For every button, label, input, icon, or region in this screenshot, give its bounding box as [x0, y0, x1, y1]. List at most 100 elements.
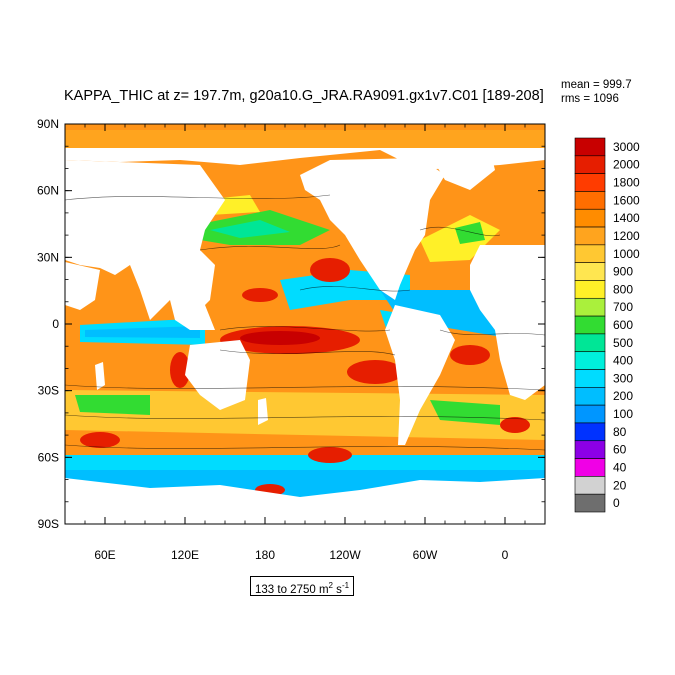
land-antarctica: [65, 478, 545, 524]
colorbar-label: 800: [613, 282, 633, 296]
colorbar-label: 600: [613, 318, 633, 332]
colorbar-label: 40: [613, 460, 627, 474]
colorbar-swatch: [574, 262, 606, 281]
colorbar-swatch: [574, 297, 606, 317]
contour-line: [439, 329, 545, 336]
colorbar-swatch: [574, 493, 606, 513]
colorbar-label: 1800: [613, 176, 640, 190]
so-atl-red: [500, 417, 530, 433]
range-label: 133 to 2750 m2 s-1: [250, 576, 355, 596]
colorbar-label: 0: [613, 496, 620, 510]
so-yellow-belt: [65, 390, 545, 440]
colorbar-swatch: [574, 387, 606, 406]
field-map: [65, 124, 545, 524]
x-tick-label: 120E: [171, 548, 199, 562]
so-atl-green: [430, 400, 500, 425]
land-seasia: [170, 300, 215, 330]
contour-line: [65, 444, 545, 451]
contour-line: [65, 414, 545, 421]
colorbar-label: 300: [613, 371, 633, 385]
y-tick-label: 30S: [38, 384, 59, 398]
contour-line: [219, 326, 391, 332]
y-tick-label: 30N: [37, 250, 59, 264]
colorbar-swatch: [574, 137, 606, 157]
colorbar-swatch: [574, 440, 606, 459]
so-ind-red: [80, 432, 120, 448]
natl-green: [455, 222, 485, 244]
chart-title: KAPPA_THIC at z= 197.7m, g20a10.G_JRA.RA…: [64, 88, 544, 104]
contour-lines: [65, 194, 545, 451]
colorbar-label: 2000: [613, 158, 640, 172]
contour-line: [199, 244, 341, 251]
land-madagascar: [95, 362, 105, 390]
contour-line: [299, 286, 411, 292]
colorbar-label: 3000: [613, 140, 640, 154]
colorbar-label: 900: [613, 265, 633, 279]
colorbar-label: 700: [613, 300, 633, 314]
land-greenland: [430, 150, 495, 190]
contour-line: [65, 194, 331, 201]
so-pac-red: [308, 447, 352, 463]
satl-red: [450, 345, 490, 365]
colorbar-swatch: [574, 404, 606, 424]
land-australia: [185, 340, 250, 410]
npac-teal: [210, 220, 290, 238]
colorbar-label: 1600: [613, 193, 640, 207]
colorbar-swatch: [574, 244, 606, 263]
land-arabia: [65, 262, 100, 310]
y-tick-label: 90N: [37, 117, 59, 131]
contour-line: [219, 349, 396, 356]
range-exp-2: -1: [341, 581, 350, 590]
colorbar-swatch: [574, 315, 606, 335]
colorbar-label: 20: [613, 478, 627, 492]
colorbar-swatch: [574, 351, 606, 370]
colorbar-swatch: [574, 226, 606, 246]
y-tick-label: 90S: [38, 517, 59, 531]
colorbar-swatch: [574, 191, 606, 210]
nepac-red: [310, 258, 350, 282]
x-tick-label: 60E: [94, 548, 115, 562]
land-south-america: [385, 305, 455, 445]
colorbar-swatch: [574, 458, 606, 477]
colorbar-swatch: [574, 422, 606, 442]
contour-line: [419, 226, 501, 237]
colorbar-swatch: [574, 173, 606, 192]
colorbar-swatch: [574, 476, 606, 495]
colorbar-label: 1000: [613, 247, 640, 261]
colorbar-swatch: [574, 280, 606, 299]
axes: 60E 120E 180 120W 60W 0 90N 60N 30N 0 30S 60S 90S: [37, 117, 546, 562]
colorbar-label: 100: [613, 407, 633, 421]
y-tick-label: 0: [52, 317, 59, 331]
y-tick-label: 60S: [38, 450, 59, 464]
land-new-zealand: [258, 398, 268, 425]
mean-stat: mean = 999.7: [561, 79, 632, 91]
so-indian-green: [75, 395, 150, 415]
x-tick-label: 0: [502, 548, 509, 562]
colorbar-label: 60: [613, 443, 627, 457]
indian-red: [170, 352, 190, 388]
eq-pacific-darkred: [240, 331, 320, 345]
land-eurasia: [65, 160, 225, 320]
colorbar: 3000200018001600140012001000900800700600…: [574, 137, 640, 513]
colorbar-label: 1400: [613, 211, 640, 225]
range-text-mid: s: [332, 583, 342, 596]
colorbar-swatch: [574, 155, 606, 174]
colorbar-swatch: [574, 369, 606, 388]
colorbar-label: 1200: [613, 229, 640, 243]
rms-stat: rms = 1096: [561, 93, 619, 105]
land-africa: [470, 245, 545, 400]
indian-eq-core: [85, 326, 200, 338]
range-text: 133 to 2750 m: [255, 583, 329, 596]
x-tick-label: 120W: [329, 548, 361, 562]
sepac-red: [347, 360, 403, 384]
colorbar-label: 80: [613, 425, 627, 439]
x-tick-label: 60W: [413, 548, 438, 562]
x-tick-label: 180: [255, 548, 275, 562]
contour-line: [65, 384, 545, 391]
land-north-america: [300, 158, 445, 300]
colorbar-label: 200: [613, 389, 633, 403]
npac-red: [242, 288, 278, 302]
colorbar-swatch: [574, 333, 606, 353]
colorbar-label: 500: [613, 336, 633, 350]
